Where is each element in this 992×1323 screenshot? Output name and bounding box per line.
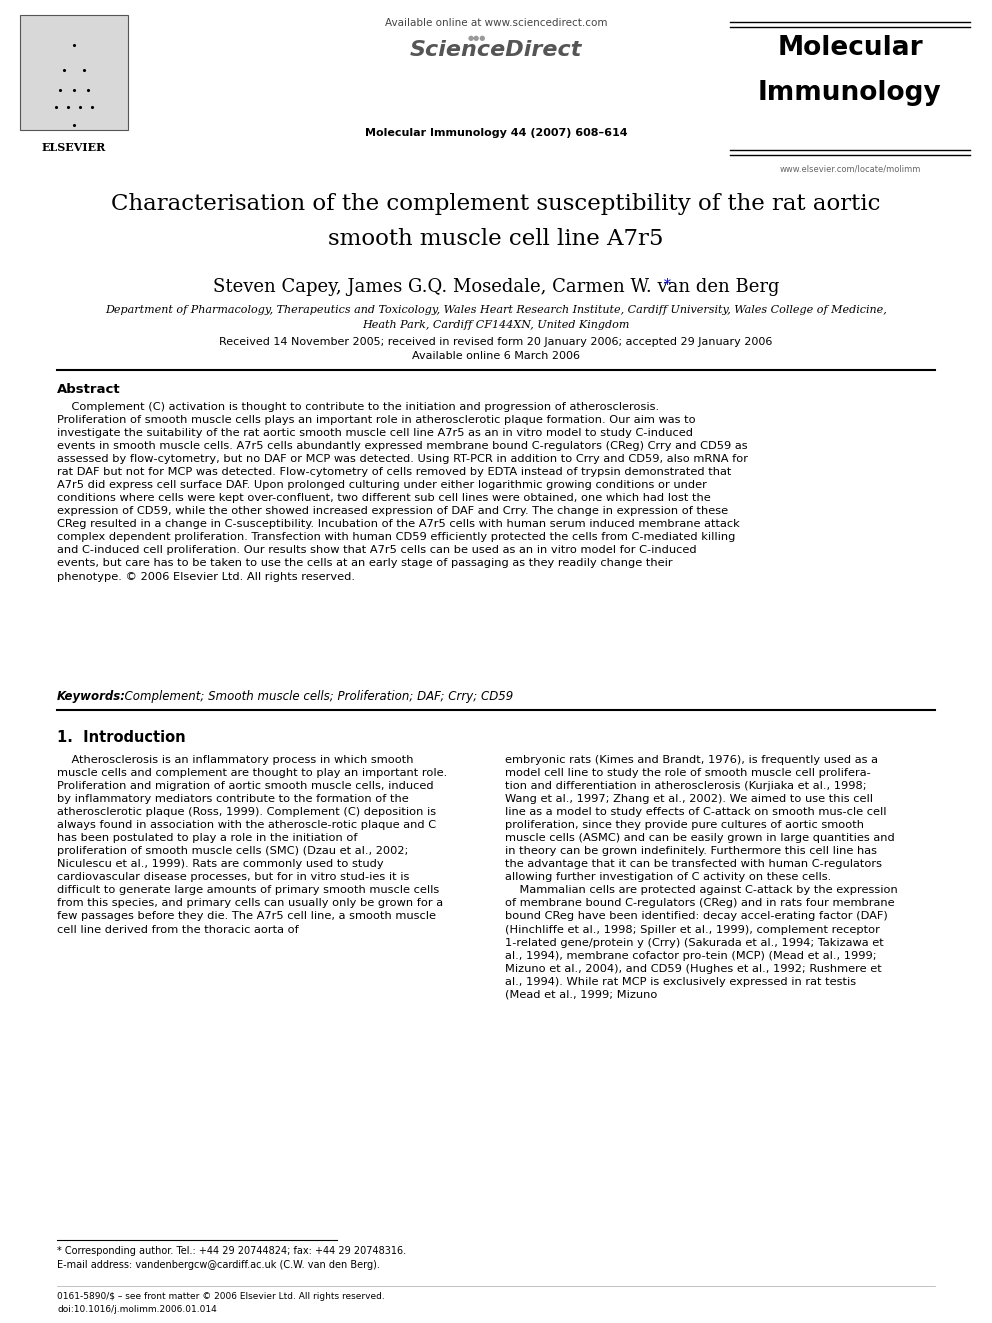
Text: www.elsevier.com/locate/molimm: www.elsevier.com/locate/molimm <box>780 165 921 175</box>
Text: Department of Pharmacology, Therapeutics and Toxicology, Wales Heart Research In: Department of Pharmacology, Therapeutics… <box>105 306 887 315</box>
Text: E-mail address: vandenbergcw@cardiff.ac.uk (C.W. van den Berg).: E-mail address: vandenbergcw@cardiff.ac.… <box>57 1259 380 1270</box>
Text: Abstract: Abstract <box>57 382 121 396</box>
Text: ●●●: ●●● <box>467 34 486 41</box>
Text: smooth muscle cell line A7r5: smooth muscle cell line A7r5 <box>328 228 664 250</box>
Text: Molecular Immunology 44 (2007) 608–614: Molecular Immunology 44 (2007) 608–614 <box>365 128 627 138</box>
Text: Characterisation of the complement susceptibility of the rat aortic: Characterisation of the complement susce… <box>111 193 881 216</box>
Text: Available online at www.sciencedirect.com: Available online at www.sciencedirect.co… <box>385 19 607 28</box>
Bar <box>20 15 128 130</box>
Text: Heath Park, Cardiff CF144XN, United Kingdom: Heath Park, Cardiff CF144XN, United King… <box>362 320 630 329</box>
Text: 0161-5890/$ – see front matter © 2006 Elsevier Ltd. All rights reserved.: 0161-5890/$ – see front matter © 2006 El… <box>57 1293 385 1301</box>
Text: Keywords:: Keywords: <box>57 691 126 703</box>
Text: Immunology: Immunology <box>758 79 941 106</box>
Text: Available online 6 March 2006: Available online 6 March 2006 <box>412 351 580 361</box>
Text: Atherosclerosis is an inflammatory process in which smooth
muscle cells and comp: Atherosclerosis is an inflammatory proce… <box>57 755 447 934</box>
Text: ELSEVIER: ELSEVIER <box>42 142 106 153</box>
Text: 1.  Introduction: 1. Introduction <box>57 730 186 745</box>
Text: embryonic rats (Kimes and Brandt, 1976), is frequently used as a
model cell line: embryonic rats (Kimes and Brandt, 1976),… <box>505 755 898 1000</box>
Text: doi:10.1016/j.molimm.2006.01.014: doi:10.1016/j.molimm.2006.01.014 <box>57 1304 216 1314</box>
Text: Steven Capey, James G.Q. Mosedale, Carmen W. van den Berg: Steven Capey, James G.Q. Mosedale, Carme… <box>212 278 780 296</box>
Text: ScienceDirect: ScienceDirect <box>410 40 582 60</box>
Text: Molecular: Molecular <box>777 34 923 61</box>
Text: *: * <box>664 278 671 292</box>
Text: Received 14 November 2005; received in revised form 20 January 2006; accepted 29: Received 14 November 2005; received in r… <box>219 337 773 347</box>
Text: Complement (C) activation is thought to contribute to the initiation and progres: Complement (C) activation is thought to … <box>57 402 748 582</box>
Text: Complement; Smooth muscle cells; Proliferation; DAF; Crry; CD59: Complement; Smooth muscle cells; Prolife… <box>117 691 513 703</box>
Text: * Corresponding author. Tel.: +44 29 20744824; fax: +44 29 20748316.: * Corresponding author. Tel.: +44 29 207… <box>57 1246 406 1256</box>
